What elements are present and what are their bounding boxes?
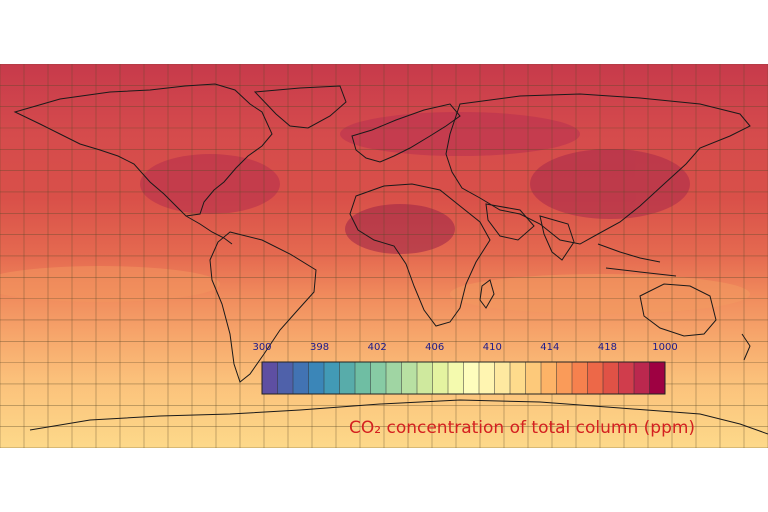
colorbar-swatch [572,362,588,394]
colorbar-swatch [339,362,356,394]
colorbar-tick-label: 402 [367,342,387,353]
colorbar-tick-label: 410 [482,342,502,353]
colorbar-swatch [603,362,619,394]
colorbar-swatch [293,362,309,394]
colorbar-swatch [355,362,371,394]
colorbar-swatch [479,362,495,394]
colorbar-swatch [432,362,449,394]
colorbar-swatch [324,362,340,394]
colorbar-swatch [463,362,480,394]
colorbar-swatch [525,362,542,394]
colorbar-tick-label: 418 [597,342,617,353]
colorbar-swatch [541,362,557,394]
colorbar-swatch [386,362,402,394]
concentration-highlights [0,112,750,314]
colorbar-swatch [510,362,526,394]
colorbar-swatch [649,362,666,394]
colorbar-swatch [401,362,418,394]
colorbar-tick-label: 414 [540,342,560,353]
colorbar-swatch [494,362,511,394]
colorbar-swatch [618,362,635,394]
co2-map [0,64,768,448]
colorbar-swatch [587,362,604,394]
colorbar [261,361,666,395]
colorbar-swatch [556,362,573,394]
colorbar-border [261,361,666,395]
colorbar-swatch [370,362,387,394]
colorbar-tick-label: 398 [310,342,330,353]
colorbar-tick-label: 406 [425,342,445,353]
colorbar-swatch [417,362,433,394]
colorbar-swatch [262,362,278,394]
colorbar-swatch [448,362,464,394]
colorbar-swatch [308,362,325,394]
map-title: CO₂ concentration of total column (ppm) [349,418,696,438]
colorbar-tick-label: 1000 [652,342,678,353]
colorbar-swatch [634,362,650,394]
colorbar-swatch [277,362,294,394]
coastlines [13,83,768,435]
colorbar-tick-label: 300 [252,342,272,353]
